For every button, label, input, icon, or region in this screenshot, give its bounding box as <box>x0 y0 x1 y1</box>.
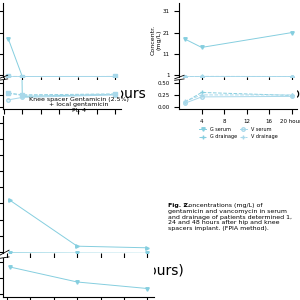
G drainage <box>113 75 117 78</box>
V drainage <box>113 93 117 96</box>
G drainage <box>20 75 24 78</box>
G drainage <box>113 92 117 96</box>
Line: V serum: V serum <box>183 95 293 105</box>
G serum <box>8 265 12 269</box>
V drainage <box>113 75 117 78</box>
V drainage <box>290 93 293 97</box>
Line: G serum: G serum <box>7 37 117 78</box>
G drainage <box>200 75 203 78</box>
Line: V drainage: V drainage <box>7 75 117 78</box>
V serum <box>20 75 24 78</box>
G serum <box>75 280 79 284</box>
V serum <box>290 94 293 98</box>
Line: V serum: V serum <box>7 75 117 78</box>
G serum <box>75 251 79 255</box>
V serum <box>113 75 117 78</box>
V drainage <box>20 75 24 78</box>
G drainage <box>183 100 187 104</box>
Text: Fig. 2.: Fig. 2. <box>168 203 190 208</box>
Title: Knee spacer Gentamicin (2.5%)
+ local gentamicin
Pt. 4: Knee spacer Gentamicin (2.5%) + local ge… <box>29 97 129 113</box>
V drainage <box>183 75 187 79</box>
G drainage <box>290 75 293 78</box>
V serum <box>183 75 187 79</box>
Line: G drainage: G drainage <box>182 90 294 105</box>
G serum <box>8 251 12 255</box>
G drainage <box>146 64 149 68</box>
Line: G drainage: G drainage <box>8 0 149 68</box>
V serum <box>20 96 24 99</box>
G drainage <box>7 75 10 78</box>
Line: V serum: V serum <box>183 75 293 79</box>
Line: G drainage: G drainage <box>182 74 294 79</box>
V drainage <box>183 100 187 103</box>
Legend: G serum, G drainage, V serum, V drainage: G serum, G drainage, V serum, V drainage <box>199 127 278 140</box>
Line: G drainage: G drainage <box>7 75 117 78</box>
V serum <box>183 101 187 105</box>
G drainage <box>8 198 12 202</box>
G serum <box>146 287 149 290</box>
G drainage <box>290 94 293 97</box>
G serum <box>20 75 24 78</box>
Line: V drainage: V drainage <box>182 92 294 104</box>
G serum <box>20 94 24 98</box>
G drainage <box>200 91 203 94</box>
G drainage <box>146 246 149 250</box>
V drainage <box>200 93 203 97</box>
V drainage <box>290 75 293 78</box>
G drainage <box>7 91 10 95</box>
V drainage <box>7 75 10 78</box>
G serum <box>113 75 117 78</box>
G serum <box>290 31 293 34</box>
G drainage <box>75 244 79 248</box>
Line: G drainage: G drainage <box>7 91 117 97</box>
V serum <box>113 93 117 97</box>
V drainage <box>200 75 203 78</box>
Line: V serum: V serum <box>7 93 117 102</box>
Line: G drainage: G drainage <box>8 199 149 250</box>
G serum <box>200 46 203 49</box>
Line: G serum: G serum <box>8 265 149 290</box>
Text: Concentrations (mg/L) of gentamicin and vancomycin in serum and drainage of pati: Concentrations (mg/L) of gentamicin and … <box>168 203 292 231</box>
Line: V drainage: V drainage <box>182 74 294 79</box>
V serum <box>7 75 10 79</box>
G serum <box>146 251 149 255</box>
V serum <box>200 75 203 78</box>
Line: G serum: G serum <box>7 0 117 98</box>
V serum <box>200 95 203 99</box>
Line: G serum: G serum <box>183 31 293 49</box>
Legend: G serum, G drainage, V serum, V drainage: G serum, G drainage, V serum, V drainage <box>22 127 101 140</box>
V drainage <box>7 92 10 95</box>
G serum <box>113 93 117 96</box>
V serum <box>290 75 293 78</box>
V drainage <box>20 94 24 97</box>
Line: G serum: G serum <box>8 251 149 255</box>
G drainage <box>183 75 187 79</box>
Line: V drainage: V drainage <box>7 92 117 97</box>
G drainage <box>20 93 24 97</box>
G serum <box>7 37 10 41</box>
G serum <box>183 37 187 41</box>
G drainage <box>75 0 79 2</box>
Y-axis label: Concentr.
(mg/L): Concentr. (mg/L) <box>151 25 161 55</box>
V serum <box>7 98 10 102</box>
